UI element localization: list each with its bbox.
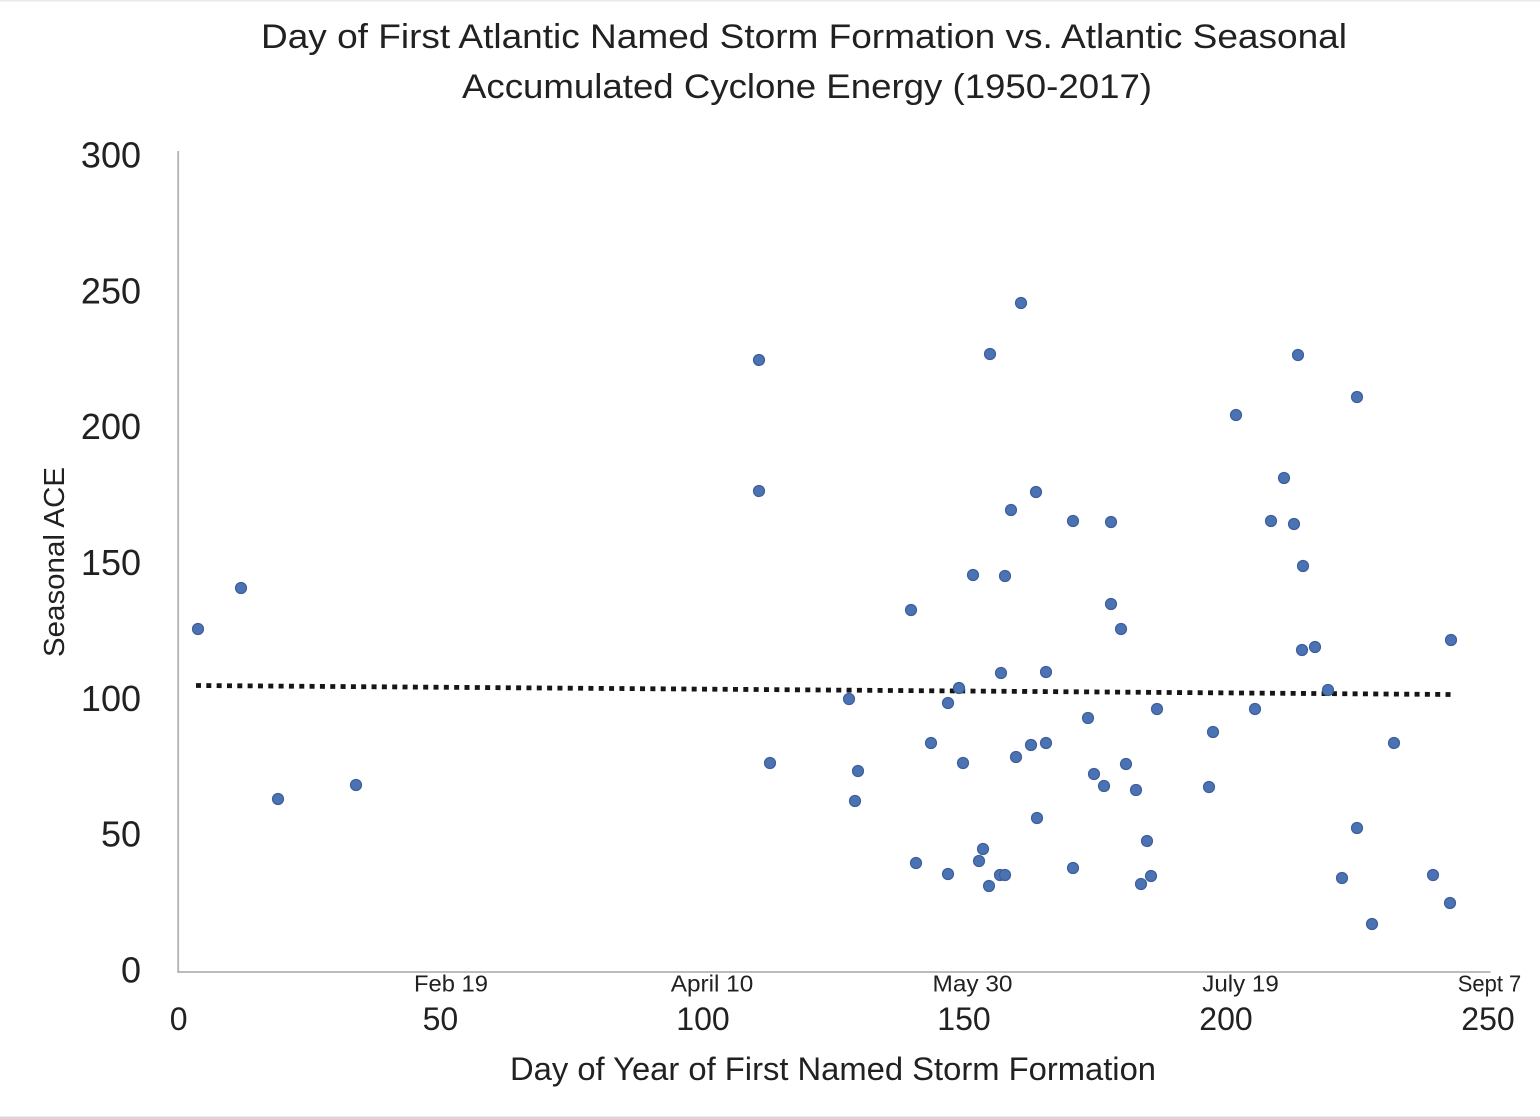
svg-text:0: 0	[170, 1001, 188, 1037]
svg-text:Day of First Atlantic Named St: Day of First Atlantic Named Storm Format…	[261, 18, 1347, 56]
svg-text:50: 50	[423, 1001, 459, 1037]
svg-text:Day of Year of First Named Sto: Day of Year of First Named Storm Formati…	[510, 1051, 1156, 1087]
svg-text:100: 100	[676, 1001, 729, 1037]
svg-text:200: 200	[81, 406, 141, 447]
svg-text:100: 100	[81, 678, 141, 719]
svg-text:Feb 19: Feb 19	[414, 971, 488, 997]
svg-text:April 10: April 10	[671, 971, 754, 997]
svg-text:50: 50	[101, 814, 141, 855]
svg-text:0: 0	[121, 949, 141, 990]
svg-text:150: 150	[937, 1001, 990, 1037]
svg-text:Seasonal ACE: Seasonal ACE	[39, 467, 71, 657]
svg-text:May 30: May 30	[933, 971, 1013, 997]
svg-text:July 19: July 19	[1202, 971, 1279, 997]
svg-text:150: 150	[81, 542, 141, 583]
svg-text:Accumulated Cyclone Energy (19: Accumulated Cyclone Energy (1950-2017)	[462, 68, 1152, 106]
svg-text:250: 250	[81, 270, 141, 311]
svg-text:250: 250	[1461, 1001, 1514, 1037]
svg-text:Sept 7: Sept 7	[1458, 971, 1522, 997]
svg-text:200: 200	[1199, 1001, 1252, 1037]
svg-text:300: 300	[81, 135, 141, 176]
